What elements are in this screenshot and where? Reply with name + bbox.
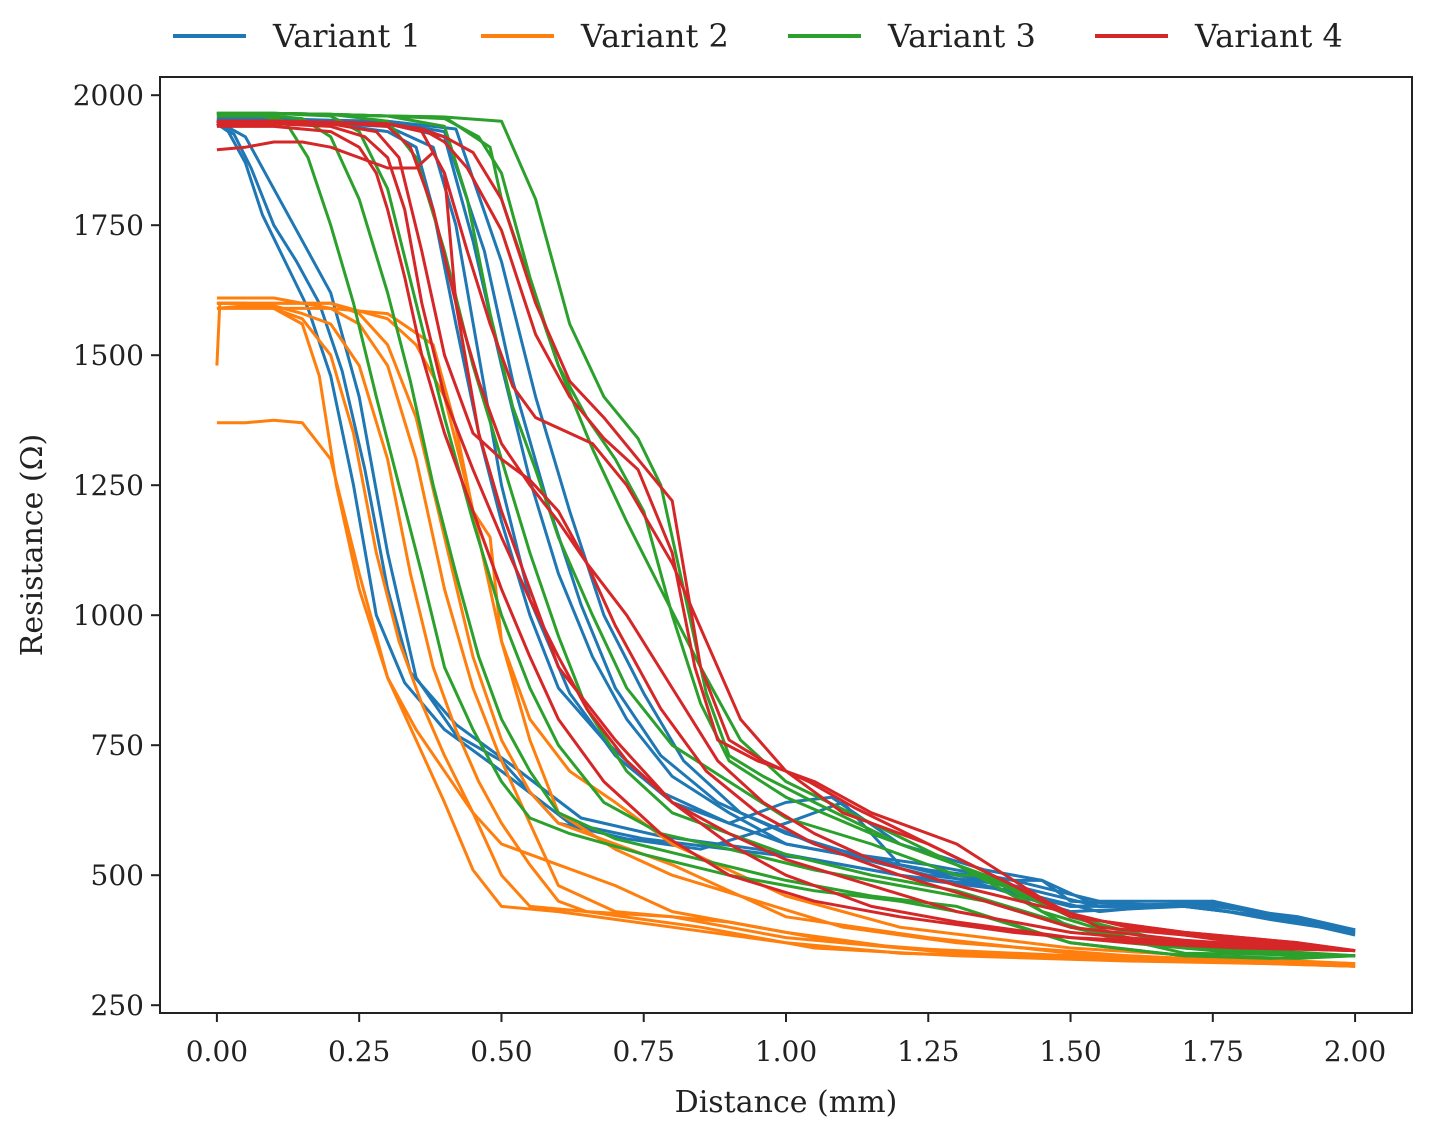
series-2-curve-4 [216,296,1356,968]
legend-label-4: Variant 4 [1194,17,1343,55]
x-axis-label: Distance (mm) [675,1085,898,1120]
series-4-curve-7 [216,119,1356,953]
series-4-curve-8 [216,119,1356,953]
y-tick-label: 1750 [73,209,144,242]
series-2-curve-3 [216,301,1356,968]
series-2-curve-8 [216,306,1356,966]
x-tick-label: 0.00 [186,1035,248,1068]
x-axis: 0.00 0.25 0.50 0.75 1.00 1.25 1.50 1.75 2.00 [186,1013,1386,1068]
y-tick-label: 250 [91,989,144,1022]
x-tick-label: 0.25 [328,1035,390,1068]
series-1-curve-4 [216,119,1356,934]
x-tick-label: 1.00 [755,1035,817,1068]
series-2 [215,296,1356,968]
series-1-curve-2 [216,122,1356,932]
series-4 [216,119,1356,953]
series-2-curve-7 [216,301,1356,968]
series-4-curve-4 [216,119,1356,953]
series-4-curve-5 [216,119,1356,953]
y-tick-label: 750 [91,729,144,762]
series-1-curve-1 [216,122,1356,934]
y-tick-label: 1250 [73,469,144,502]
legend-label-1: Variant 1 [272,17,421,55]
series-1-curve-8 [216,117,1356,934]
series-1-curve-5 [216,119,1356,937]
series-2-curve-2 [216,304,1356,968]
y-axis-label: Resistance (Ω) [15,434,50,656]
series-1-curve-3 [216,119,1356,934]
x-tick-label: 2.00 [1324,1035,1386,1068]
y-tick-label: 1500 [73,339,144,372]
x-tick-label: 0.75 [613,1035,675,1068]
series-4-curve-3 [216,122,1356,953]
x-tick-label: 1.25 [897,1035,959,1068]
legend-label-3: Variant 3 [887,17,1036,55]
series-2-curve-5 [216,418,1356,966]
series-1-curve-6 [216,119,1356,932]
y-tick-label: 1000 [73,599,144,632]
y-tick-label: 500 [91,859,144,892]
series-4-curve-6 [216,119,1356,953]
series-3-curve-2 [216,114,1356,960]
y-axis: 250 500 750 1000 1250 1500 1750 2000 [73,79,160,1022]
legend-label-2: Variant 2 [580,17,729,55]
x-tick-label: 1.50 [1039,1035,1101,1068]
x-tick-label: 0.50 [470,1035,532,1068]
series-1 [216,117,1356,937]
series-4-curve-2 [216,124,1356,953]
y-tick-label: 2000 [73,79,144,112]
series-4-curve-1 [216,140,1356,953]
x-tick-label: 1.75 [1182,1035,1244,1068]
series-1-curve-7 [216,117,1356,932]
plot-lines [215,111,1356,968]
plot-frame [159,76,1413,1014]
legend: Variant 1 Variant 2 Variant 3 Variant 4 [173,17,1343,55]
